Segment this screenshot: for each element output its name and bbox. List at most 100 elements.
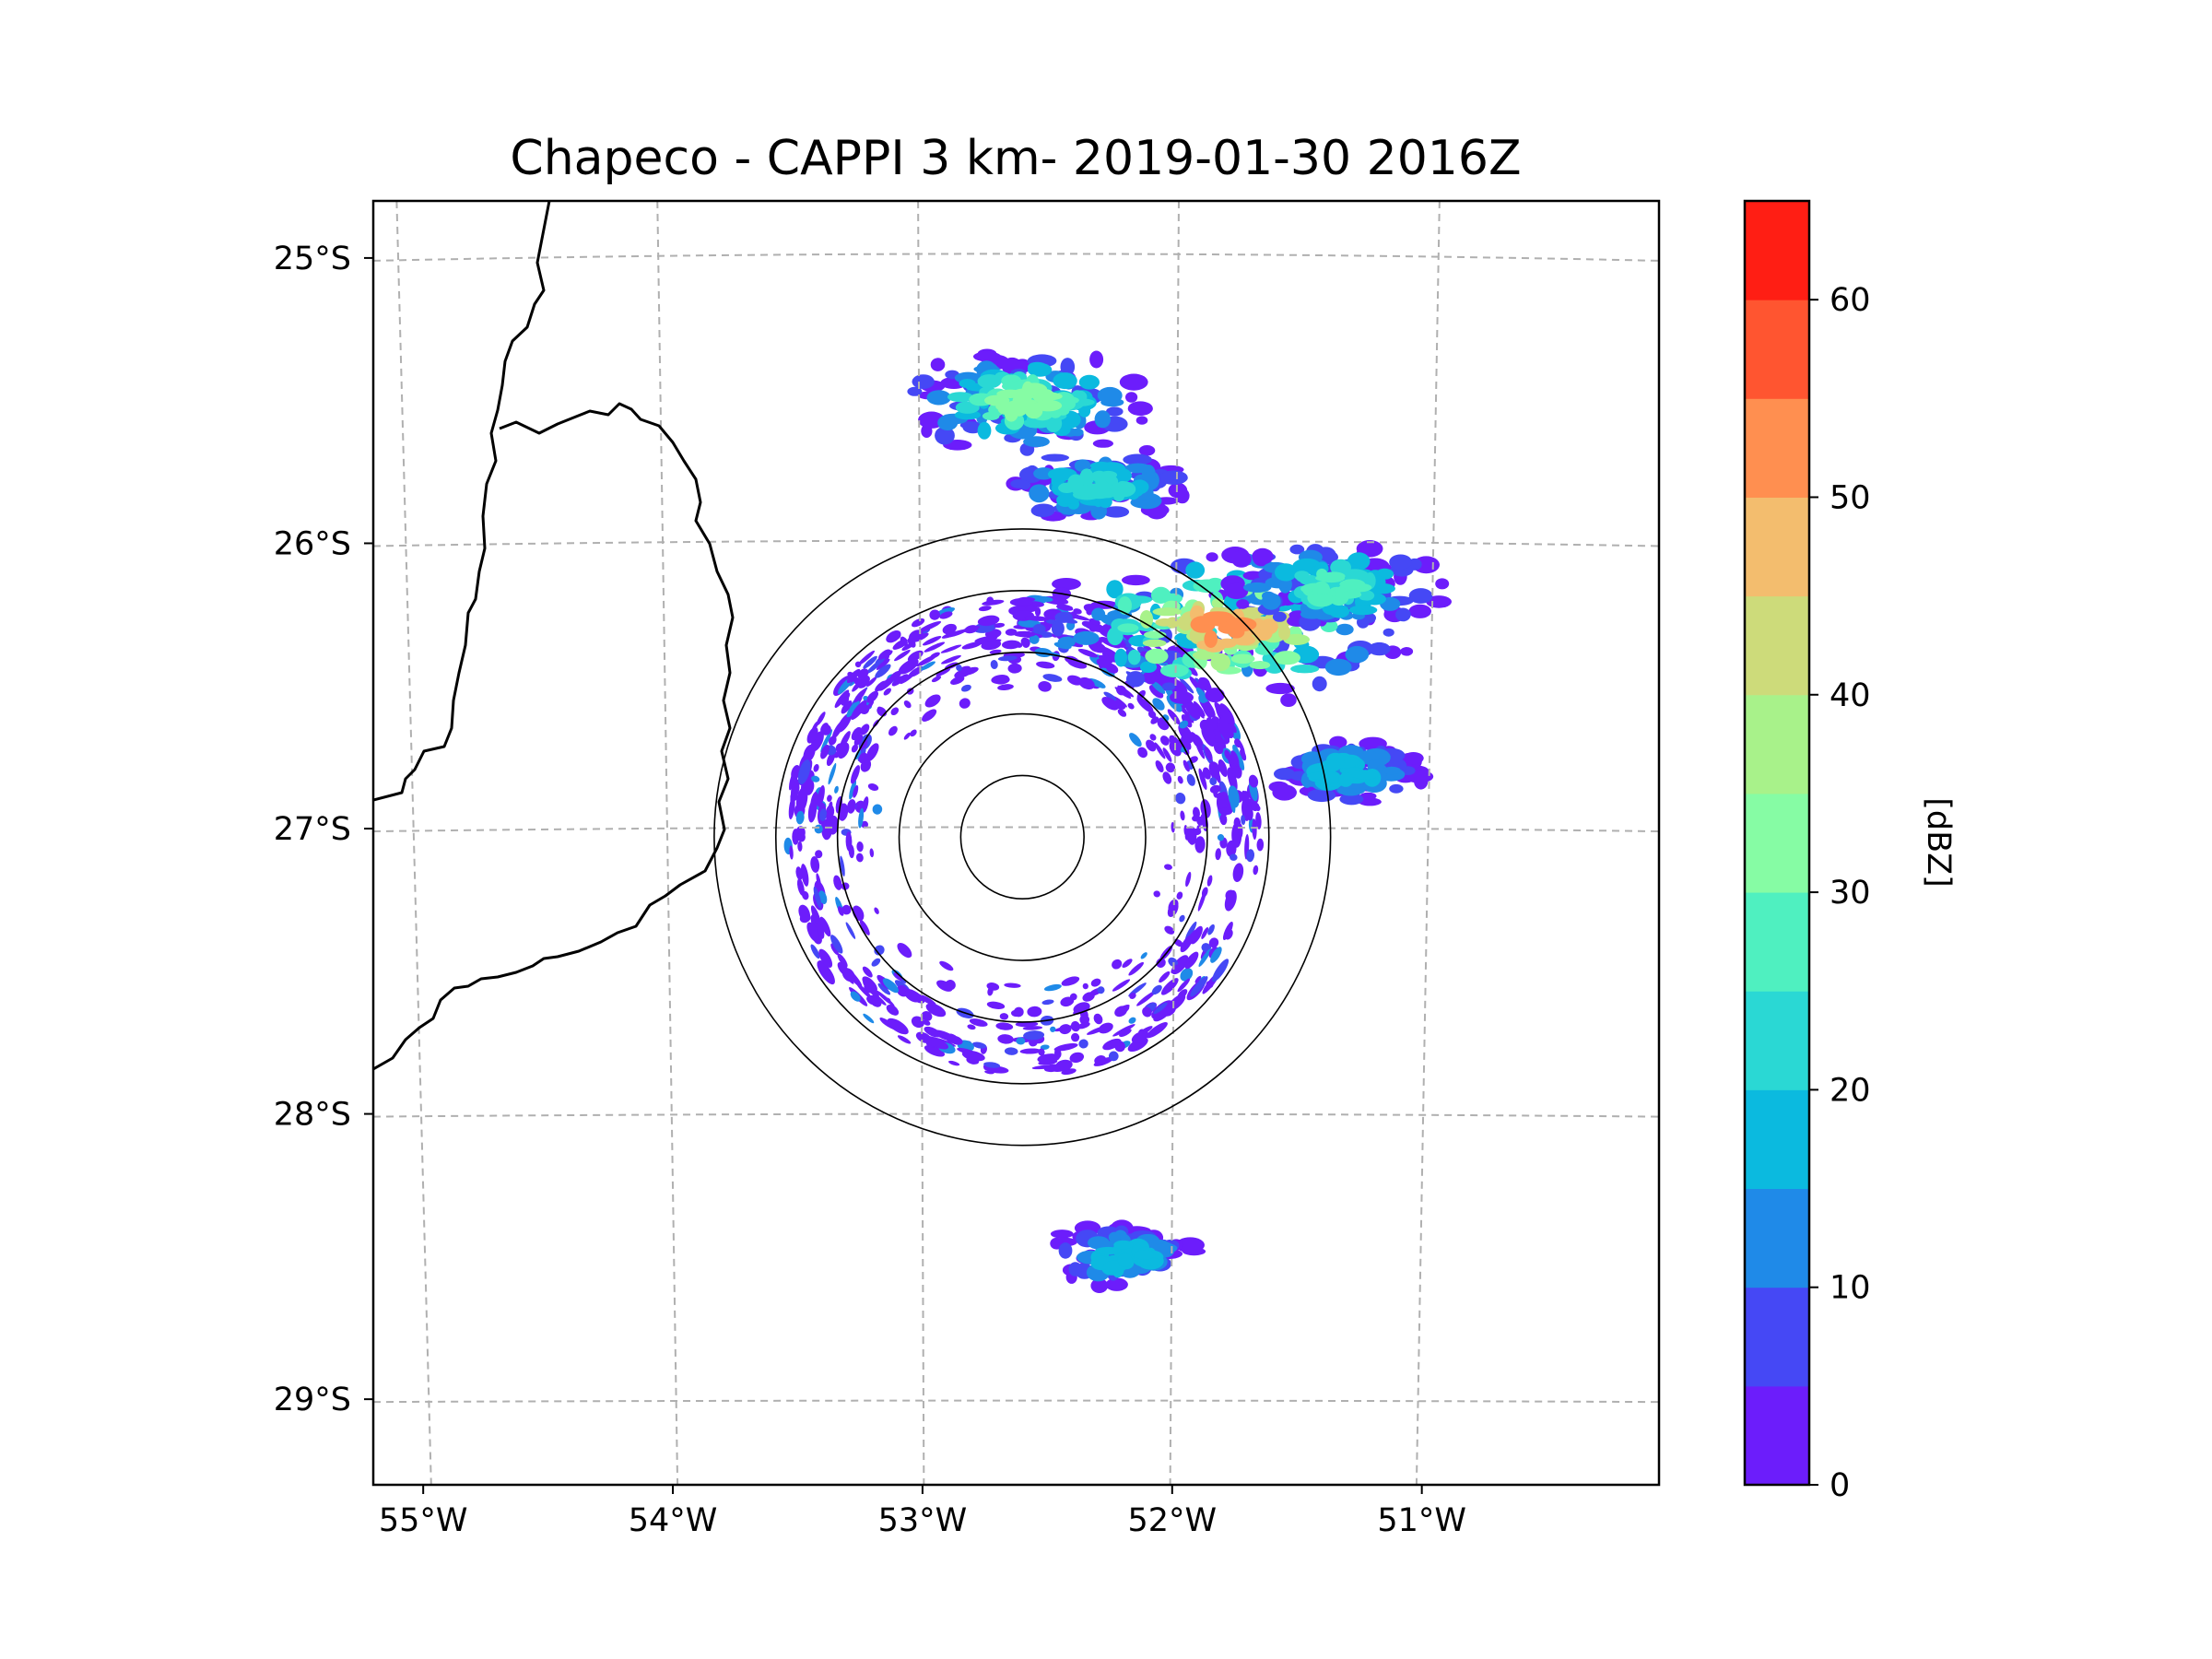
- echo-speck: [866, 657, 886, 674]
- echo-speck: [1112, 979, 1131, 992]
- echo-speck: [924, 641, 946, 653]
- echo-speck: [1202, 767, 1211, 780]
- reflectivity-field: [783, 348, 1452, 1293]
- echo-speck: [797, 759, 811, 785]
- echo-speck: [1209, 784, 1221, 794]
- echo-cell-fill: [1106, 406, 1124, 417]
- echo-speck: [857, 668, 869, 680]
- echo-speck: [1148, 685, 1164, 699]
- echo-cell-fill: [1290, 665, 1320, 674]
- echo-speck: [1168, 957, 1179, 968]
- echo-speck: [999, 1013, 1009, 1020]
- echo-cell-fill: [1230, 653, 1255, 665]
- echo-speck: [918, 620, 942, 633]
- echo-cell-fill: [926, 390, 951, 406]
- echo-speck: [819, 916, 831, 937]
- echo-speck: [1097, 986, 1105, 994]
- echo-cell-fill: [1312, 676, 1327, 692]
- echo-cell-fill: [977, 374, 1002, 389]
- echo-speck: [1004, 1047, 1018, 1055]
- echo-cell-fill: [1403, 752, 1424, 765]
- echo-speck: [1212, 959, 1230, 982]
- echo-cell-fill: [1358, 797, 1382, 806]
- echo-cell-fill: [1053, 372, 1077, 390]
- echo-speck: [882, 978, 900, 994]
- echo-speck: [905, 988, 925, 1004]
- echo-speck: [1016, 642, 1023, 648]
- echo-cell-fill: [1130, 497, 1155, 509]
- parallel-line: [373, 826, 1659, 833]
- echo-speck: [1215, 848, 1221, 861]
- parallel-line: [373, 1112, 1659, 1118]
- map-area: [373, 201, 1659, 1485]
- echo-speck: [1088, 677, 1106, 688]
- echo-speck: [1040, 1044, 1050, 1050]
- echo-speck: [1207, 924, 1215, 935]
- echo-cell-fill: [1389, 783, 1404, 794]
- echo-cell-fill: [1185, 561, 1206, 579]
- echo-speck: [855, 853, 864, 863]
- echo-speck: [1164, 925, 1175, 935]
- echo-speck: [798, 904, 811, 922]
- echo-speck: [1128, 961, 1144, 976]
- echo-speck: [1153, 1006, 1171, 1022]
- echo-speck: [863, 981, 879, 997]
- echo-speck: [874, 945, 885, 956]
- echo-speck: [1219, 791, 1231, 814]
- echo-speck: [1177, 978, 1191, 993]
- echo-speck: [1027, 1006, 1042, 1018]
- echo-speck: [929, 609, 940, 620]
- echo-speck: [894, 649, 911, 662]
- echo-cell-fill: [1161, 682, 1176, 691]
- echo-cell-fill: [1272, 784, 1297, 801]
- echo-speck: [1149, 734, 1157, 741]
- echo-cell-fill: [1127, 401, 1153, 417]
- echo-speck: [1232, 863, 1244, 883]
- echo-cell-fill: [1259, 618, 1278, 635]
- echo-speck: [879, 1018, 894, 1029]
- lon-tick-label: 52°W: [1127, 1502, 1217, 1539]
- parallel-line: [373, 1399, 1659, 1404]
- echo-speck: [969, 1018, 988, 1027]
- echo-speck: [1196, 825, 1202, 831]
- echo-speck: [1116, 1006, 1130, 1015]
- echo-speck: [1179, 677, 1194, 694]
- echo-speck: [936, 980, 953, 992]
- echo-speck: [796, 878, 805, 896]
- echo-speck: [1078, 677, 1095, 690]
- colorbar-segment: [1745, 1188, 1809, 1288]
- echo-speck: [1210, 947, 1222, 963]
- chart-title: Chapeco - CAPPI 3 km- 2019-01-30 2016Z: [510, 131, 1521, 186]
- echo-speck: [1180, 810, 1185, 821]
- echo-speck: [1142, 1006, 1152, 1018]
- colorbar-segment: [1745, 793, 1809, 893]
- echo-speck: [863, 655, 877, 669]
- echo-speck: [818, 948, 833, 968]
- echo-speck: [795, 787, 808, 813]
- echo-speck: [997, 655, 1018, 662]
- echo-speck: [1194, 975, 1202, 983]
- echo-cell-fill: [1102, 506, 1130, 518]
- echo-speck: [1256, 838, 1265, 852]
- lat-tick-label: 27°S: [274, 811, 351, 848]
- colorbar-segment: [1745, 201, 1809, 300]
- echo-cell-fill: [1117, 1253, 1133, 1267]
- echo-speck: [837, 953, 848, 968]
- echo-speck: [1219, 703, 1235, 726]
- echo-speck: [1151, 984, 1162, 995]
- echo-speck: [1189, 676, 1205, 693]
- lon-tick-label: 51°W: [1377, 1502, 1466, 1539]
- echo-speck: [1035, 595, 1053, 603]
- colorbar-segment: [1745, 892, 1809, 992]
- echo-speck: [876, 990, 895, 1006]
- echo-cell-fill: [1025, 403, 1043, 419]
- echo-speck: [1061, 976, 1080, 986]
- echo-cell-fill: [1119, 373, 1148, 391]
- echo-speck: [1034, 648, 1053, 657]
- colorbar-ticks: 0 10 20 30 40 50 60: [1809, 282, 1871, 1504]
- echo-speck: [1024, 616, 1050, 621]
- echo-speck: [811, 775, 820, 782]
- echo-cell-fill: [1145, 648, 1169, 665]
- state-borders: [373, 201, 735, 1071]
- longitude-ticks: 55°W 54°W 53°W 52°W 51°W: [379, 1485, 1466, 1539]
